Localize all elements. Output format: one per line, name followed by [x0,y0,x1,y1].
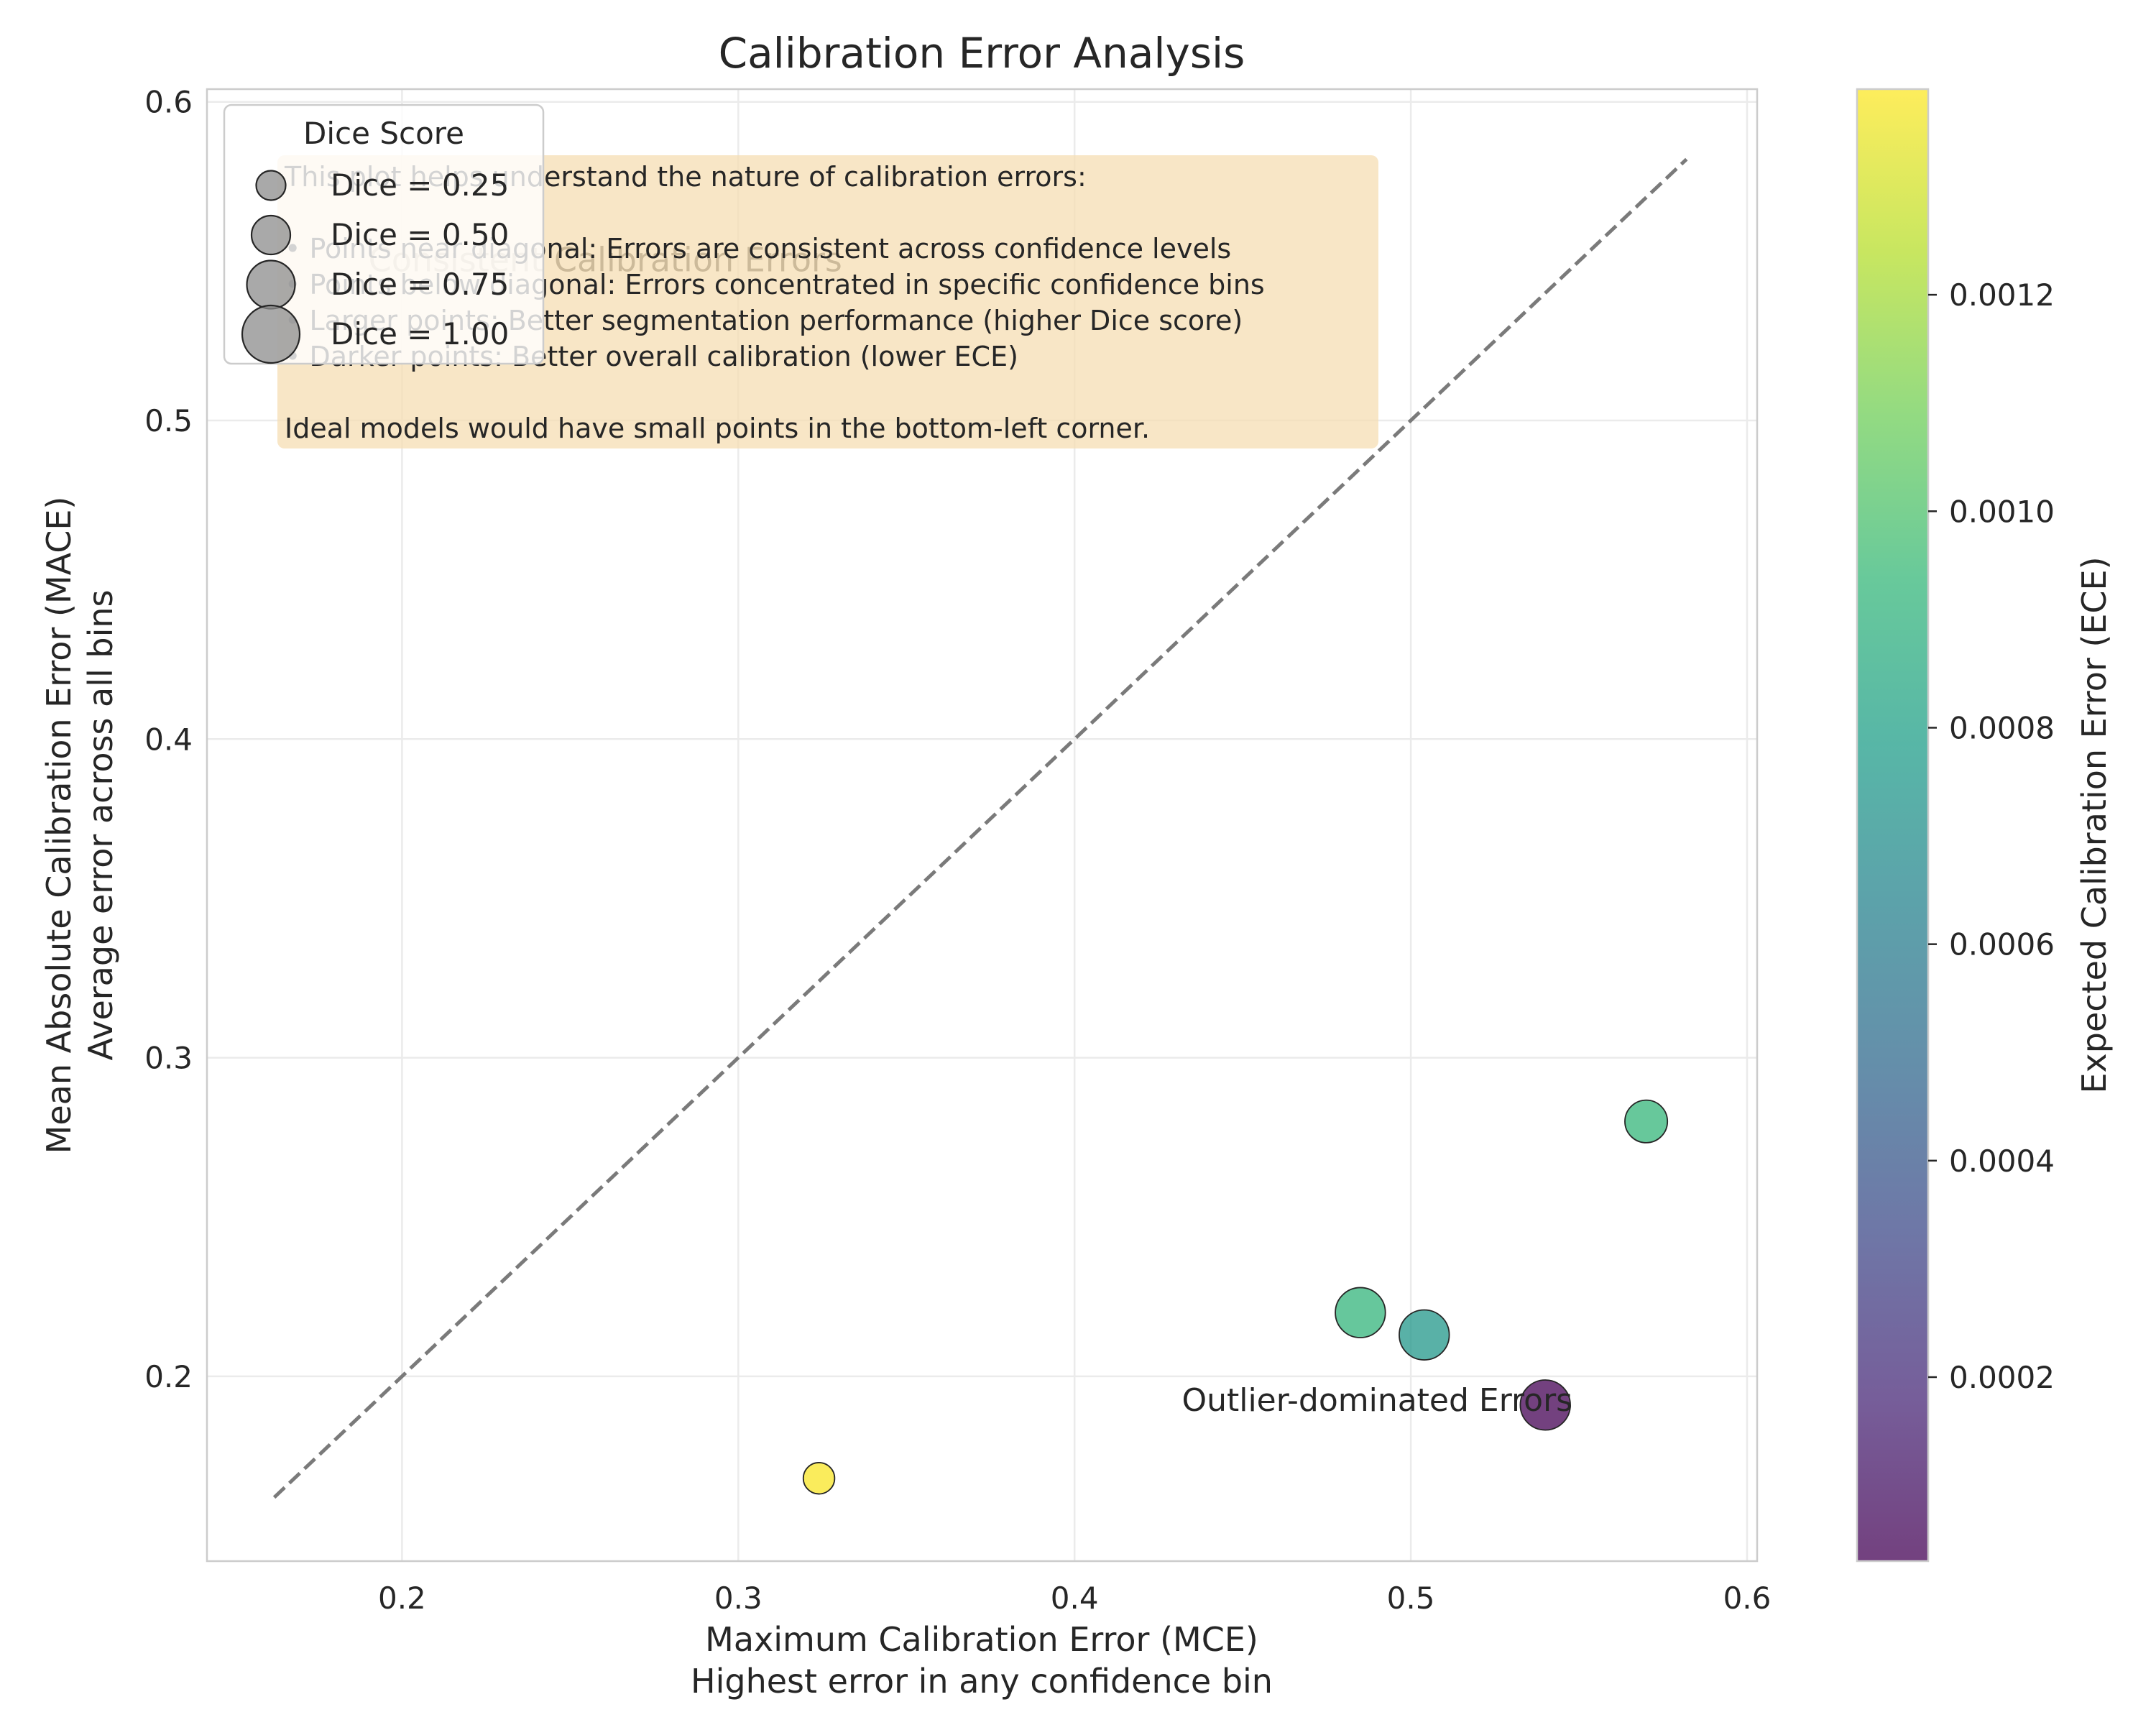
y-tick-label: 0.3 [144,1041,193,1076]
x-axis-label: Maximum Calibration Error (MCE) Highest … [691,1620,1273,1701]
legend-entry-label: Dice = 0.50 [331,217,509,252]
legend-frame [223,104,545,365]
x-tick-label: 0.2 [378,1581,426,1616]
plot-area: Consistent Calibration Errors This plot … [206,88,1759,1563]
scatter-point [1519,1379,1571,1431]
plot-frame [206,88,1759,1563]
x-axis-label-line-2: Highest error in any confidence bin [691,1662,1273,1701]
colorbar-tick-label: 0.0004 [1949,1144,2055,1179]
x-tick-label: 0.3 [714,1581,763,1616]
colorbar-tick-label: 0.0008 [1949,710,2055,745]
x-axis-label-line-1: Maximum Calibration Error (MCE) [705,1620,1258,1659]
x-tick-label: 0.6 [1723,1581,1772,1616]
scatter-point [1399,1309,1450,1361]
colorbar-gradient [1856,88,1930,1563]
y-axis-ticks: 0.2 0.3 0.4 0.5 0.6 [144,85,193,1394]
legend-marker [250,214,292,256]
y-axis-label-line-1: Mean Absolute Calibration Error (MACE) [40,497,78,1154]
colorbar-ticks: 0.0002 0.0004 0.0006 0.0008 0.0010 0.0012 [1928,277,2055,1395]
legend-marker [246,259,296,310]
y-axis-label: Mean Absolute Calibration Error (MACE) A… [40,497,120,1154]
chart-title: Calibration Error Analysis [719,29,1245,78]
colorbar: 0.0002 0.0004 0.0006 0.0008 0.0010 0.0012 Exp… [1856,88,2114,1563]
colorbar-tick-label: 0.0012 [1949,277,2055,313]
scatter-point [1335,1287,1386,1338]
colorbar-tick-label: 0.0006 [1949,927,2055,962]
legend-marker [241,304,301,364]
legend-marker [255,170,287,201]
scatter-points: Outlier-dominated Errors [802,1099,1669,1495]
scatter-point [1624,1099,1669,1144]
diagonal-line [272,157,1688,1499]
diagonal-reference [272,157,1688,1499]
y-tick-label: 0.5 [144,403,193,438]
info-box-background [277,155,1378,448]
y-tick-label: 0.4 [144,722,193,757]
x-tick-label: 0.5 [1387,1581,1435,1616]
colorbar-label: Expected Calibration Error (ECE) [2075,556,2114,1093]
x-tick-label: 0.4 [1051,1581,1099,1616]
dice-legend: Dice Score Dice = 0.25 Dice = 0.50 Dice = 0… [223,104,545,365]
y-tick-label: 0.6 [144,85,193,120]
colorbar-tick-label: 0.0002 [1949,1360,2055,1395]
x-axis-ticks: 0.2 0.3 0.4 0.5 0.6 [378,1581,1771,1616]
legend-entry-label: Dice = 0.75 [331,267,509,302]
info-box-line: Ideal models would have small points in … [285,413,1150,444]
legend-entry-label: Dice = 0.25 [331,167,509,203]
scatter-point [802,1462,836,1495]
y-axis-label-line-2: Average error across all bins [81,589,120,1060]
y-tick-label: 0.2 [144,1359,193,1394]
legend-entry-label: Dice = 1.00 [331,316,509,351]
region-label-outlier: Outlier-dominated Errors [1181,1382,1572,1419]
legend-title: Dice Score [303,116,464,151]
colorbar-tick-label: 0.0010 [1949,494,2055,529]
